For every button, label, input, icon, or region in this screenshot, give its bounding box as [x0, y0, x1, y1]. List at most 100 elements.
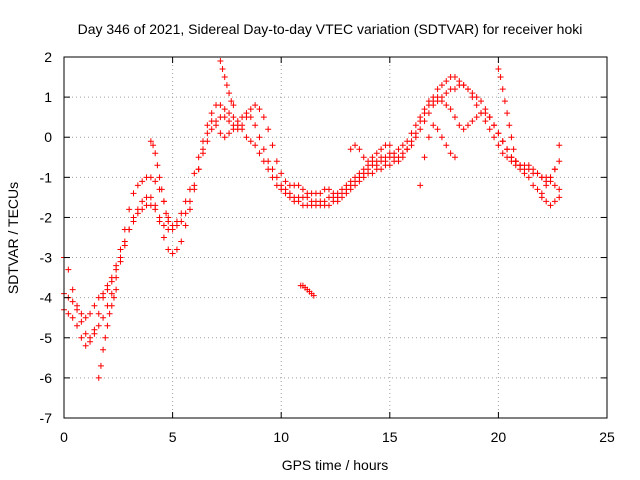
data-point: [447, 150, 454, 157]
data-point: [378, 146, 385, 153]
data-point: [169, 226, 176, 233]
data-point: [360, 154, 367, 161]
x-tick-label: 5: [169, 429, 177, 445]
data-point: [113, 266, 120, 273]
data-point: [460, 126, 467, 133]
data-point: [182, 210, 189, 217]
data-point: [543, 182, 550, 189]
data-point: [282, 190, 289, 197]
data-point: [534, 186, 541, 193]
data-point: [417, 126, 424, 133]
data-point: [208, 126, 215, 133]
data-point: [265, 126, 272, 133]
series-segment-h: [347, 142, 393, 165]
data-point: [404, 138, 411, 145]
data-point: [152, 150, 159, 157]
data-point: [495, 142, 502, 149]
data-point: [217, 102, 224, 109]
data-point: [139, 198, 146, 205]
data-point: [399, 142, 406, 149]
x-tick-label: 25: [599, 429, 615, 445]
data-point: [226, 118, 233, 125]
data-point: [78, 318, 85, 325]
data-point: [163, 210, 170, 217]
data-point: [469, 94, 476, 101]
data-point: [530, 166, 537, 173]
data-point: [95, 310, 102, 317]
data-point: [252, 102, 259, 109]
data-point: [69, 286, 76, 293]
data-point: [221, 134, 228, 141]
data-point: [247, 106, 254, 113]
data-point: [365, 158, 372, 165]
data-point: [234, 126, 241, 133]
data-point: [260, 146, 267, 153]
data-point: [100, 346, 107, 353]
data-point: [534, 170, 541, 177]
data-point: [186, 206, 193, 213]
data-point: [108, 302, 115, 309]
series-segment-k: [417, 122, 458, 189]
data-point: [434, 86, 441, 93]
series-segment-d: [95, 286, 120, 381]
data-point: [430, 122, 437, 129]
data-point: [117, 254, 124, 261]
data-point: [347, 186, 354, 193]
data-point: [95, 374, 102, 381]
data-point: [352, 142, 359, 149]
data-point: [356, 146, 363, 153]
data-point: [495, 130, 502, 137]
data-point: [378, 166, 385, 173]
data-point: [310, 292, 317, 299]
data-point: [91, 326, 98, 333]
data-point: [134, 210, 141, 217]
data-point: [69, 314, 76, 321]
data-point: [525, 162, 532, 169]
data-point: [510, 146, 517, 153]
data-point: [273, 182, 280, 189]
data-point: [508, 134, 515, 141]
y-tick-label: -4: [40, 290, 53, 306]
data-point: [65, 266, 72, 273]
data-point: [223, 82, 230, 89]
data-point: [460, 82, 467, 89]
data-point: [334, 190, 341, 197]
data-point: [65, 310, 72, 317]
data-point: [325, 186, 332, 193]
data-point: [543, 198, 550, 205]
data-point: [491, 122, 498, 129]
data-point: [499, 138, 506, 145]
data-point: [158, 186, 165, 193]
data-point: [286, 194, 293, 201]
data-point: [504, 154, 511, 161]
data-point: [551, 198, 558, 205]
data-point: [256, 106, 263, 113]
data-point: [182, 222, 189, 229]
data-point: [391, 150, 398, 157]
data-point: [87, 310, 94, 317]
series-segment-j: [538, 142, 563, 197]
data-point: [147, 194, 154, 201]
data-point: [443, 78, 450, 85]
data-point: [501, 98, 508, 105]
data-point: [243, 114, 250, 121]
data-point: [547, 174, 554, 181]
y-tick-label: 0: [44, 129, 52, 145]
series-segment-e: [217, 58, 237, 109]
data-point: [173, 222, 180, 229]
data-point: [473, 114, 480, 121]
data-point: [186, 198, 193, 205]
data-point: [247, 138, 254, 145]
data-point: [78, 310, 85, 317]
y-tick-label: -2: [40, 209, 53, 225]
data-point: [173, 246, 180, 253]
series-track-b: [61, 94, 563, 341]
data-point: [421, 154, 428, 161]
data-point: [152, 206, 159, 213]
y-tick-label: -3: [40, 250, 53, 266]
data-point: [443, 102, 450, 109]
data-point: [97, 362, 104, 369]
data-point: [204, 138, 211, 145]
data-point: [369, 154, 376, 161]
